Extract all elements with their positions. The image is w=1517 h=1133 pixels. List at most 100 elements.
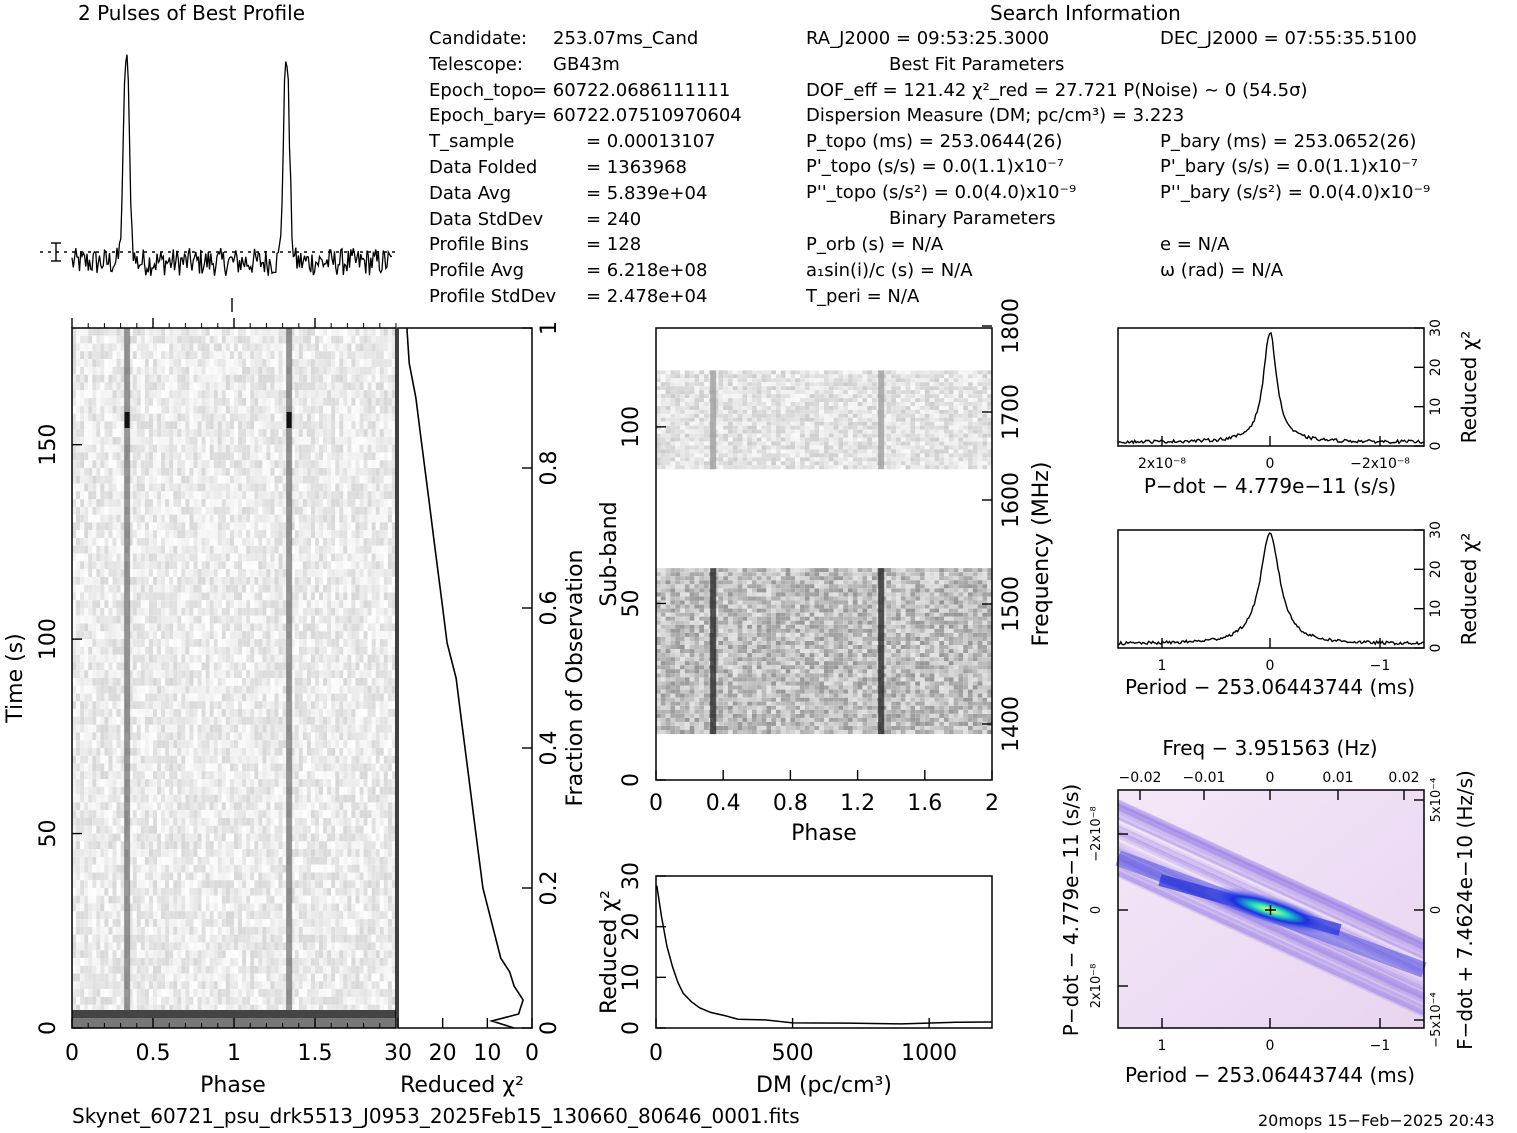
heat-cell — [359, 709, 364, 717]
heat-cell — [116, 576, 121, 585]
heat-cell — [391, 475, 396, 484]
heat-cell — [331, 429, 336, 437]
pddtopo-value: P''_topo (s/s²) = 0.0(4.0)x10⁻⁹ — [806, 182, 1077, 203]
heat-cell — [315, 468, 320, 476]
heat-cell — [302, 499, 307, 507]
heat-cell — [391, 794, 396, 803]
heat-cell — [246, 623, 251, 632]
heat-cell — [294, 413, 299, 422]
heat-cell — [128, 584, 133, 593]
heat-cell — [161, 351, 166, 360]
heat-cell — [76, 748, 81, 756]
heat-cell — [371, 522, 376, 531]
heat-cell — [246, 506, 251, 515]
heat-cell — [116, 724, 121, 733]
heat-cell — [323, 351, 328, 360]
heat-cell — [278, 701, 283, 710]
heat-cell — [100, 755, 105, 764]
heat-cell — [387, 366, 392, 375]
heat-cell — [250, 545, 255, 554]
heat-cell — [355, 786, 360, 795]
heat-cell — [116, 530, 121, 538]
heat-cell — [88, 506, 93, 515]
heat-cell — [339, 398, 344, 406]
heat-cell — [367, 328, 372, 336]
heat-cell — [302, 662, 307, 671]
heat-cell — [371, 623, 376, 632]
heat-cell — [282, 693, 287, 702]
heat-cell — [213, 475, 218, 484]
heat-cell — [359, 499, 364, 507]
heat-cell — [104, 475, 109, 484]
heat-cell — [266, 506, 271, 515]
heat-cell — [323, 343, 328, 352]
heat-cell — [116, 452, 121, 461]
heat-cell — [250, 748, 255, 756]
heat-cell — [201, 382, 206, 391]
heat-cell — [266, 530, 271, 538]
heat-cell — [274, 444, 279, 453]
heat-cell — [266, 576, 271, 585]
heat-cell — [306, 351, 311, 360]
heat-cell — [148, 748, 153, 756]
heat-cell — [298, 506, 303, 515]
heat-cell — [270, 639, 275, 647]
heat-cell — [339, 654, 344, 663]
heat-cell — [84, 802, 89, 811]
heat-cell — [72, 779, 77, 787]
heat-cell — [153, 631, 158, 640]
heat-cell — [323, 499, 328, 507]
heat-cell — [294, 779, 299, 787]
heat-cell — [209, 514, 214, 523]
heat-cell — [343, 693, 348, 702]
heat-cell — [153, 530, 158, 538]
heat-cell — [72, 444, 77, 453]
heat-cell — [302, 351, 307, 360]
heat-cell — [266, 468, 271, 476]
heat-cell — [136, 491, 141, 500]
heat-cell — [177, 771, 182, 780]
heat-cell — [298, 328, 303, 336]
heat-cell — [327, 779, 332, 787]
heat-cell — [161, 436, 166, 445]
heat-cell — [258, 483, 263, 492]
heat-cell — [375, 592, 380, 601]
heat-cell — [238, 662, 243, 671]
heat-cell — [213, 786, 218, 795]
heat-cell — [201, 802, 206, 811]
heat-cell — [205, 662, 210, 671]
heat-cell — [221, 413, 226, 422]
heat-cell — [221, 483, 226, 492]
heat-cell — [391, 631, 396, 640]
heat-cell — [217, 553, 222, 562]
heat-cell — [193, 639, 198, 647]
heat-cell — [234, 670, 239, 678]
heat-cell — [112, 786, 117, 795]
heat-cell — [327, 794, 332, 803]
heat-cell — [153, 499, 158, 507]
heat-cell — [302, 483, 307, 492]
heat-cell — [331, 724, 336, 733]
heat-cell — [387, 623, 392, 632]
heat-cell — [217, 724, 222, 733]
heat-cell — [120, 522, 125, 531]
heat-cell — [258, 724, 263, 733]
heat-cell — [173, 514, 178, 523]
heat-cell — [80, 631, 85, 640]
heat-cell — [375, 506, 380, 515]
heat-cell — [298, 374, 303, 383]
heat-cell — [136, 553, 141, 562]
heat-cell — [238, 678, 243, 686]
heat-cell — [213, 654, 218, 663]
heat-cell — [225, 685, 230, 694]
heat-cell — [193, 646, 198, 655]
heat-cell — [274, 460, 279, 468]
heat-cell — [298, 335, 303, 344]
heat-cell — [347, 709, 352, 717]
heat-cell — [116, 600, 121, 608]
heat-cell — [161, 693, 166, 702]
heat-cell — [302, 779, 307, 787]
heat-cell — [209, 608, 214, 616]
heat-cell — [246, 608, 251, 616]
heat-cell — [165, 732, 170, 741]
